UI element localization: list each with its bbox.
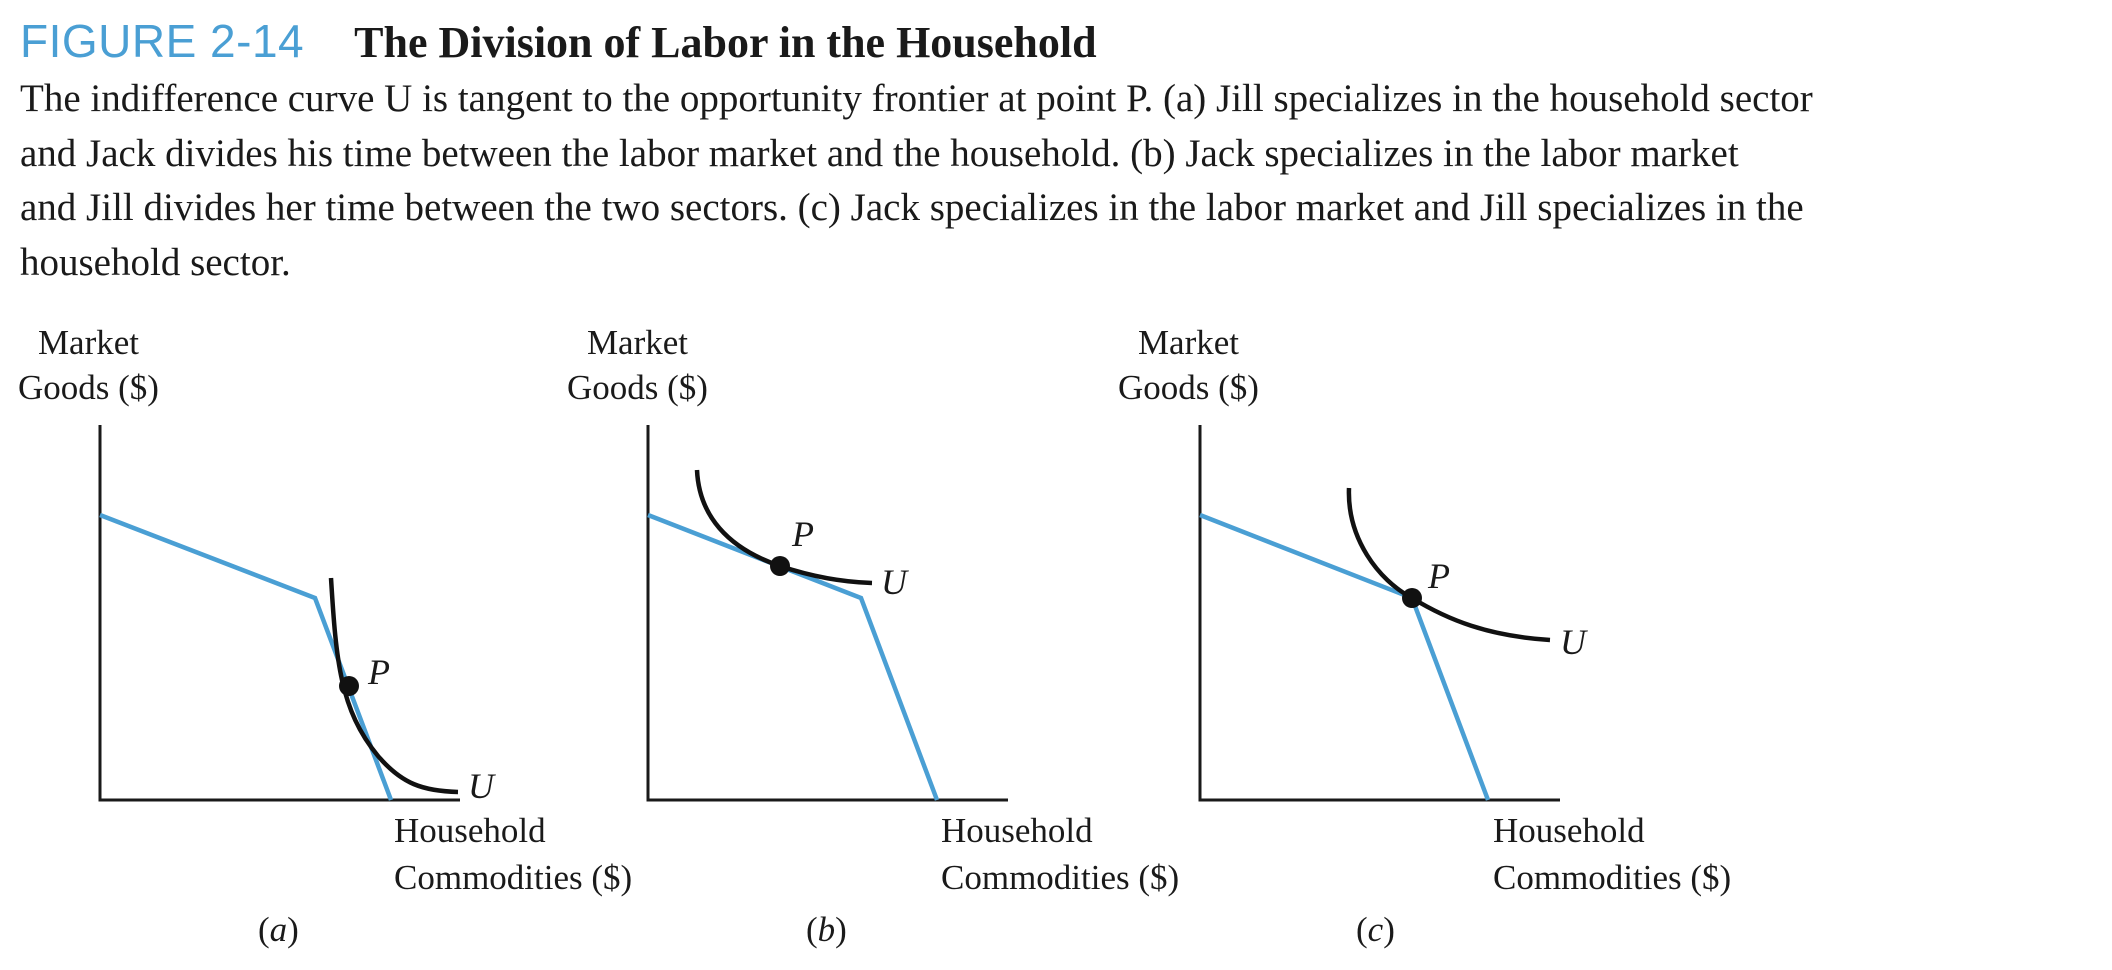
figure-title: The Division of Labor in the Household — [354, 18, 1097, 67]
point-label: P — [791, 514, 814, 554]
graph-panel-a: Market Goods ($) P U Household Commoditi… — [18, 320, 632, 970]
tangency-point — [770, 556, 790, 576]
curve-label: U — [881, 562, 909, 602]
graph-c-svg: P U — [1198, 425, 1588, 802]
caption-line: and Jack divides his time between the la… — [20, 131, 1739, 175]
y-axis-label: Market Goods ($) — [567, 323, 708, 407]
x-axis-label: Household Commodities ($) — [941, 811, 1180, 897]
curve-label: U — [468, 766, 496, 806]
graph-a-svg: P U — [98, 425, 496, 806]
indifference-curve — [328, 577, 459, 795]
caption-line: and Jill divides her time between the tw… — [20, 186, 1804, 229]
figure-number: FIGURE 2-14 — [20, 15, 305, 67]
curve-label: U — [1560, 622, 1588, 662]
y-axis-label: Market Goods ($) — [1118, 323, 1259, 407]
axes — [98, 425, 460, 802]
point-label: P — [1427, 556, 1450, 596]
tangency-point — [1402, 588, 1422, 608]
axes — [1198, 425, 1560, 802]
tangency-point — [339, 676, 359, 696]
x-axis-label: Household Commodities ($) — [1493, 811, 1732, 897]
figure-header: FIGURE 2-14 The Division of Labor in the … — [20, 14, 1097, 68]
graph-b-svg: P U — [646, 425, 1008, 802]
opportunity-frontier — [647, 512, 940, 801]
panel-label: (c) — [1356, 910, 1395, 949]
panel-label: (b) — [806, 910, 847, 949]
y-axis-label: Market Goods ($) — [18, 323, 159, 407]
x-axis-label: Household Commodities ($) — [394, 811, 633, 897]
caption-line: household sector. — [20, 240, 291, 284]
graph-panel-c: Market Goods ($) P U Household Commoditi… — [1118, 320, 1731, 970]
axes — [646, 425, 1008, 802]
panel-label: (a) — [258, 910, 299, 949]
opportunity-frontier — [99, 512, 394, 801]
figure-caption: The indifference curve U is tangent to t… — [20, 72, 2100, 290]
graph-panel-b: Market Goods ($) P U Household Commoditi… — [567, 320, 1179, 970]
caption-line: The indifference curve U is tangent to t… — [20, 77, 1813, 120]
point-label: P — [367, 652, 390, 692]
